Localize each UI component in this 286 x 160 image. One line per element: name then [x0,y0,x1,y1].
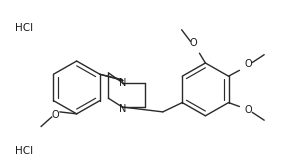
Text: O: O [245,60,252,69]
Text: N: N [118,104,126,114]
Text: HCl: HCl [15,146,33,156]
Text: O: O [51,110,59,120]
Text: O: O [190,38,197,48]
Text: O: O [245,105,252,115]
Text: HCl: HCl [15,23,33,33]
Text: N: N [118,78,126,88]
